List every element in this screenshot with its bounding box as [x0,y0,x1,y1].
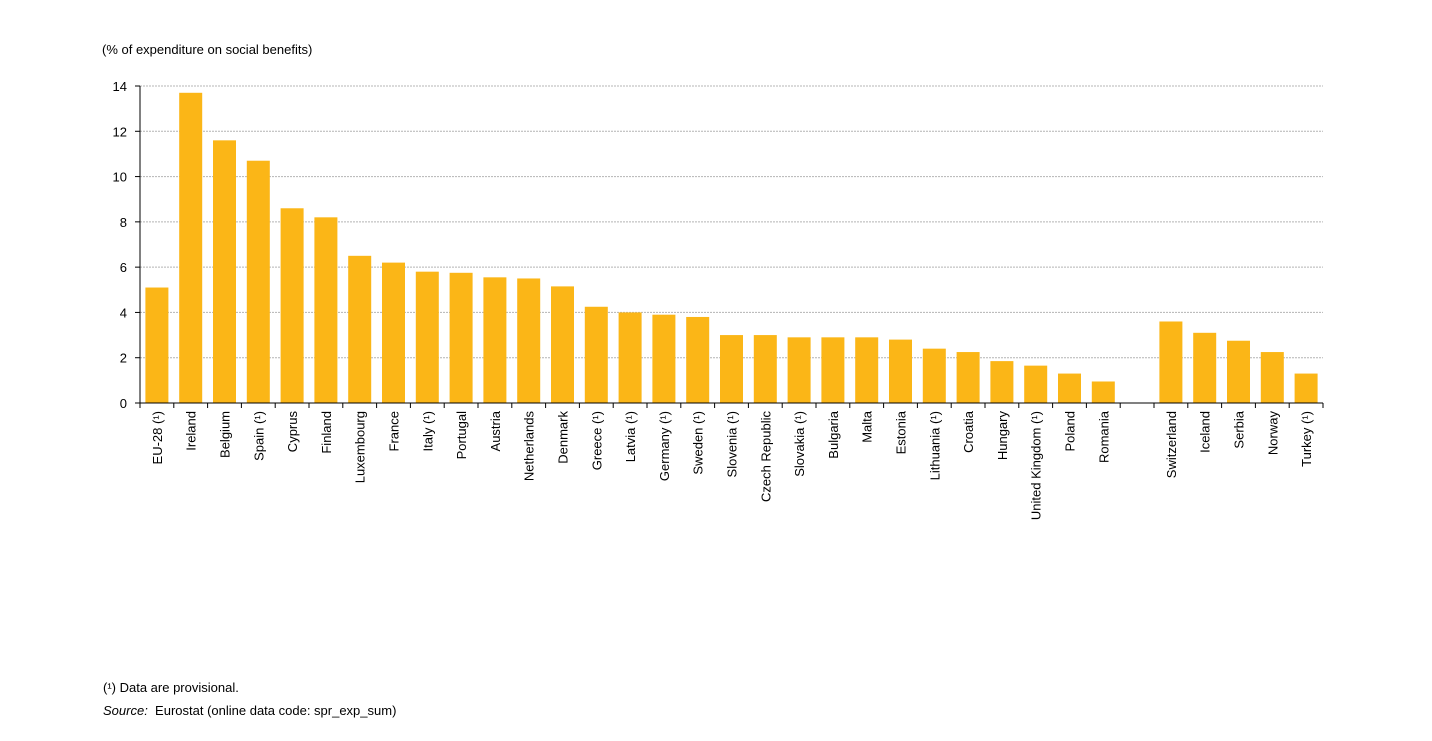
bar [348,255,372,403]
bar [1294,373,1318,403]
x-tick-label: Poland [1063,411,1078,451]
x-tick-label: Iceland [1198,411,1213,453]
bar [855,337,879,403]
x-tick-label: Finland [319,411,334,454]
bar [145,287,169,403]
x-tick-label: Luxembourg [353,411,368,483]
x-tick-label: Hungary [995,411,1010,461]
bar [686,316,710,403]
x-tick-label: Turkey (¹) [1299,411,1314,467]
bar [449,272,473,403]
y-tick-label: 10 [113,170,127,185]
bar [1260,352,1284,403]
x-tick-label: Belgium [218,411,233,458]
y-axis-unit-label: (% of expenditure on social benefits) [102,42,313,57]
bar [1193,332,1217,403]
bar [1024,365,1048,403]
bar [821,337,845,403]
bar [246,160,270,403]
y-tick-label: 12 [113,124,127,139]
x-tick-label: Switzerland [1164,411,1179,478]
bar [618,312,642,403]
x-tick-label: Malta [860,410,875,443]
x-tick-label: Slovakia (¹) [792,411,807,477]
source-note: Source: Eurostat (online data code: spr_… [103,703,396,718]
x-tick-label: Sweden (¹) [691,411,706,475]
y-tick-label: 0 [120,396,127,411]
bar [1227,340,1250,403]
bar [213,140,236,404]
bar-chart: 0 2 4 6 8 10 12 14 EU-28 (¹) Ireland Belgium Spain… [113,79,1324,520]
bar [787,337,811,403]
bar [652,314,676,403]
x-tick-label: Netherlands [522,411,537,482]
x-tick-label: Spain (¹) [251,411,266,461]
source-label: Source: [103,703,148,718]
x-tick-label: Romania [1096,410,1111,463]
x-tick-label: Greece (¹) [589,411,604,470]
x-tick-label: Czech Republic [758,411,773,503]
x-tick-label: Portugal [454,411,469,460]
x-tick-label: Serbia [1232,410,1247,448]
y-tick-label: 6 [120,260,127,275]
y-tick-label: 2 [120,351,127,366]
bar [1159,321,1183,403]
y-tick-label: 14 [113,79,127,94]
y-tick-label: 8 [120,215,127,230]
x-tick-label: Bulgaria [826,410,841,458]
x-tick-label: Germany (¹) [657,411,672,481]
y-tick-labels: 0 2 4 6 8 10 12 14 [113,79,127,411]
x-tick-label: United Kingdom (¹) [1029,411,1044,520]
bar [382,262,405,403]
bar [990,361,1014,403]
x-tick-label: Austria [488,410,503,451]
x-tick-label: Cyprus [285,411,300,453]
bar [1091,381,1115,403]
x-tick-label: Croatia [961,410,976,453]
bar [415,271,439,403]
axes [135,85,1324,408]
bar [483,277,507,403]
bar [922,348,946,403]
x-tick-label: Latvia (¹) [623,411,638,462]
footnote: (¹) Data are provisional. [103,680,239,695]
bar [179,92,203,404]
x-tick-label: Ireland [184,411,199,451]
x-tick-label: EU-28 (¹) [150,411,165,464]
bar [889,339,912,403]
x-tick-labels: EU-28 (¹) Ireland Belgium Spain (¹) Cyprus Fi… [150,410,1314,520]
x-tick-label: Lithuania (¹) [927,411,942,480]
x-tick-label: Norway [1265,411,1280,456]
bar [1058,373,1081,403]
bar [956,352,980,403]
bar [720,335,743,403]
y-tick-label: 4 [120,305,127,320]
bar [551,286,574,403]
x-tick-label: Denmark [556,411,571,464]
x-tick-label: Italy (¹) [420,411,435,451]
bar [753,335,777,403]
bar [280,208,304,403]
x-tick-label: Estonia [894,410,909,454]
bar [517,278,541,403]
bars [145,92,1318,404]
bar [314,217,338,403]
gridlines [140,85,1323,359]
source-text: Eurostat (online data code: spr_exp_sum) [155,703,397,718]
x-tick-label: Slovenia (¹) [725,411,740,477]
x-tick-label: France [387,411,402,451]
bar [584,306,608,403]
